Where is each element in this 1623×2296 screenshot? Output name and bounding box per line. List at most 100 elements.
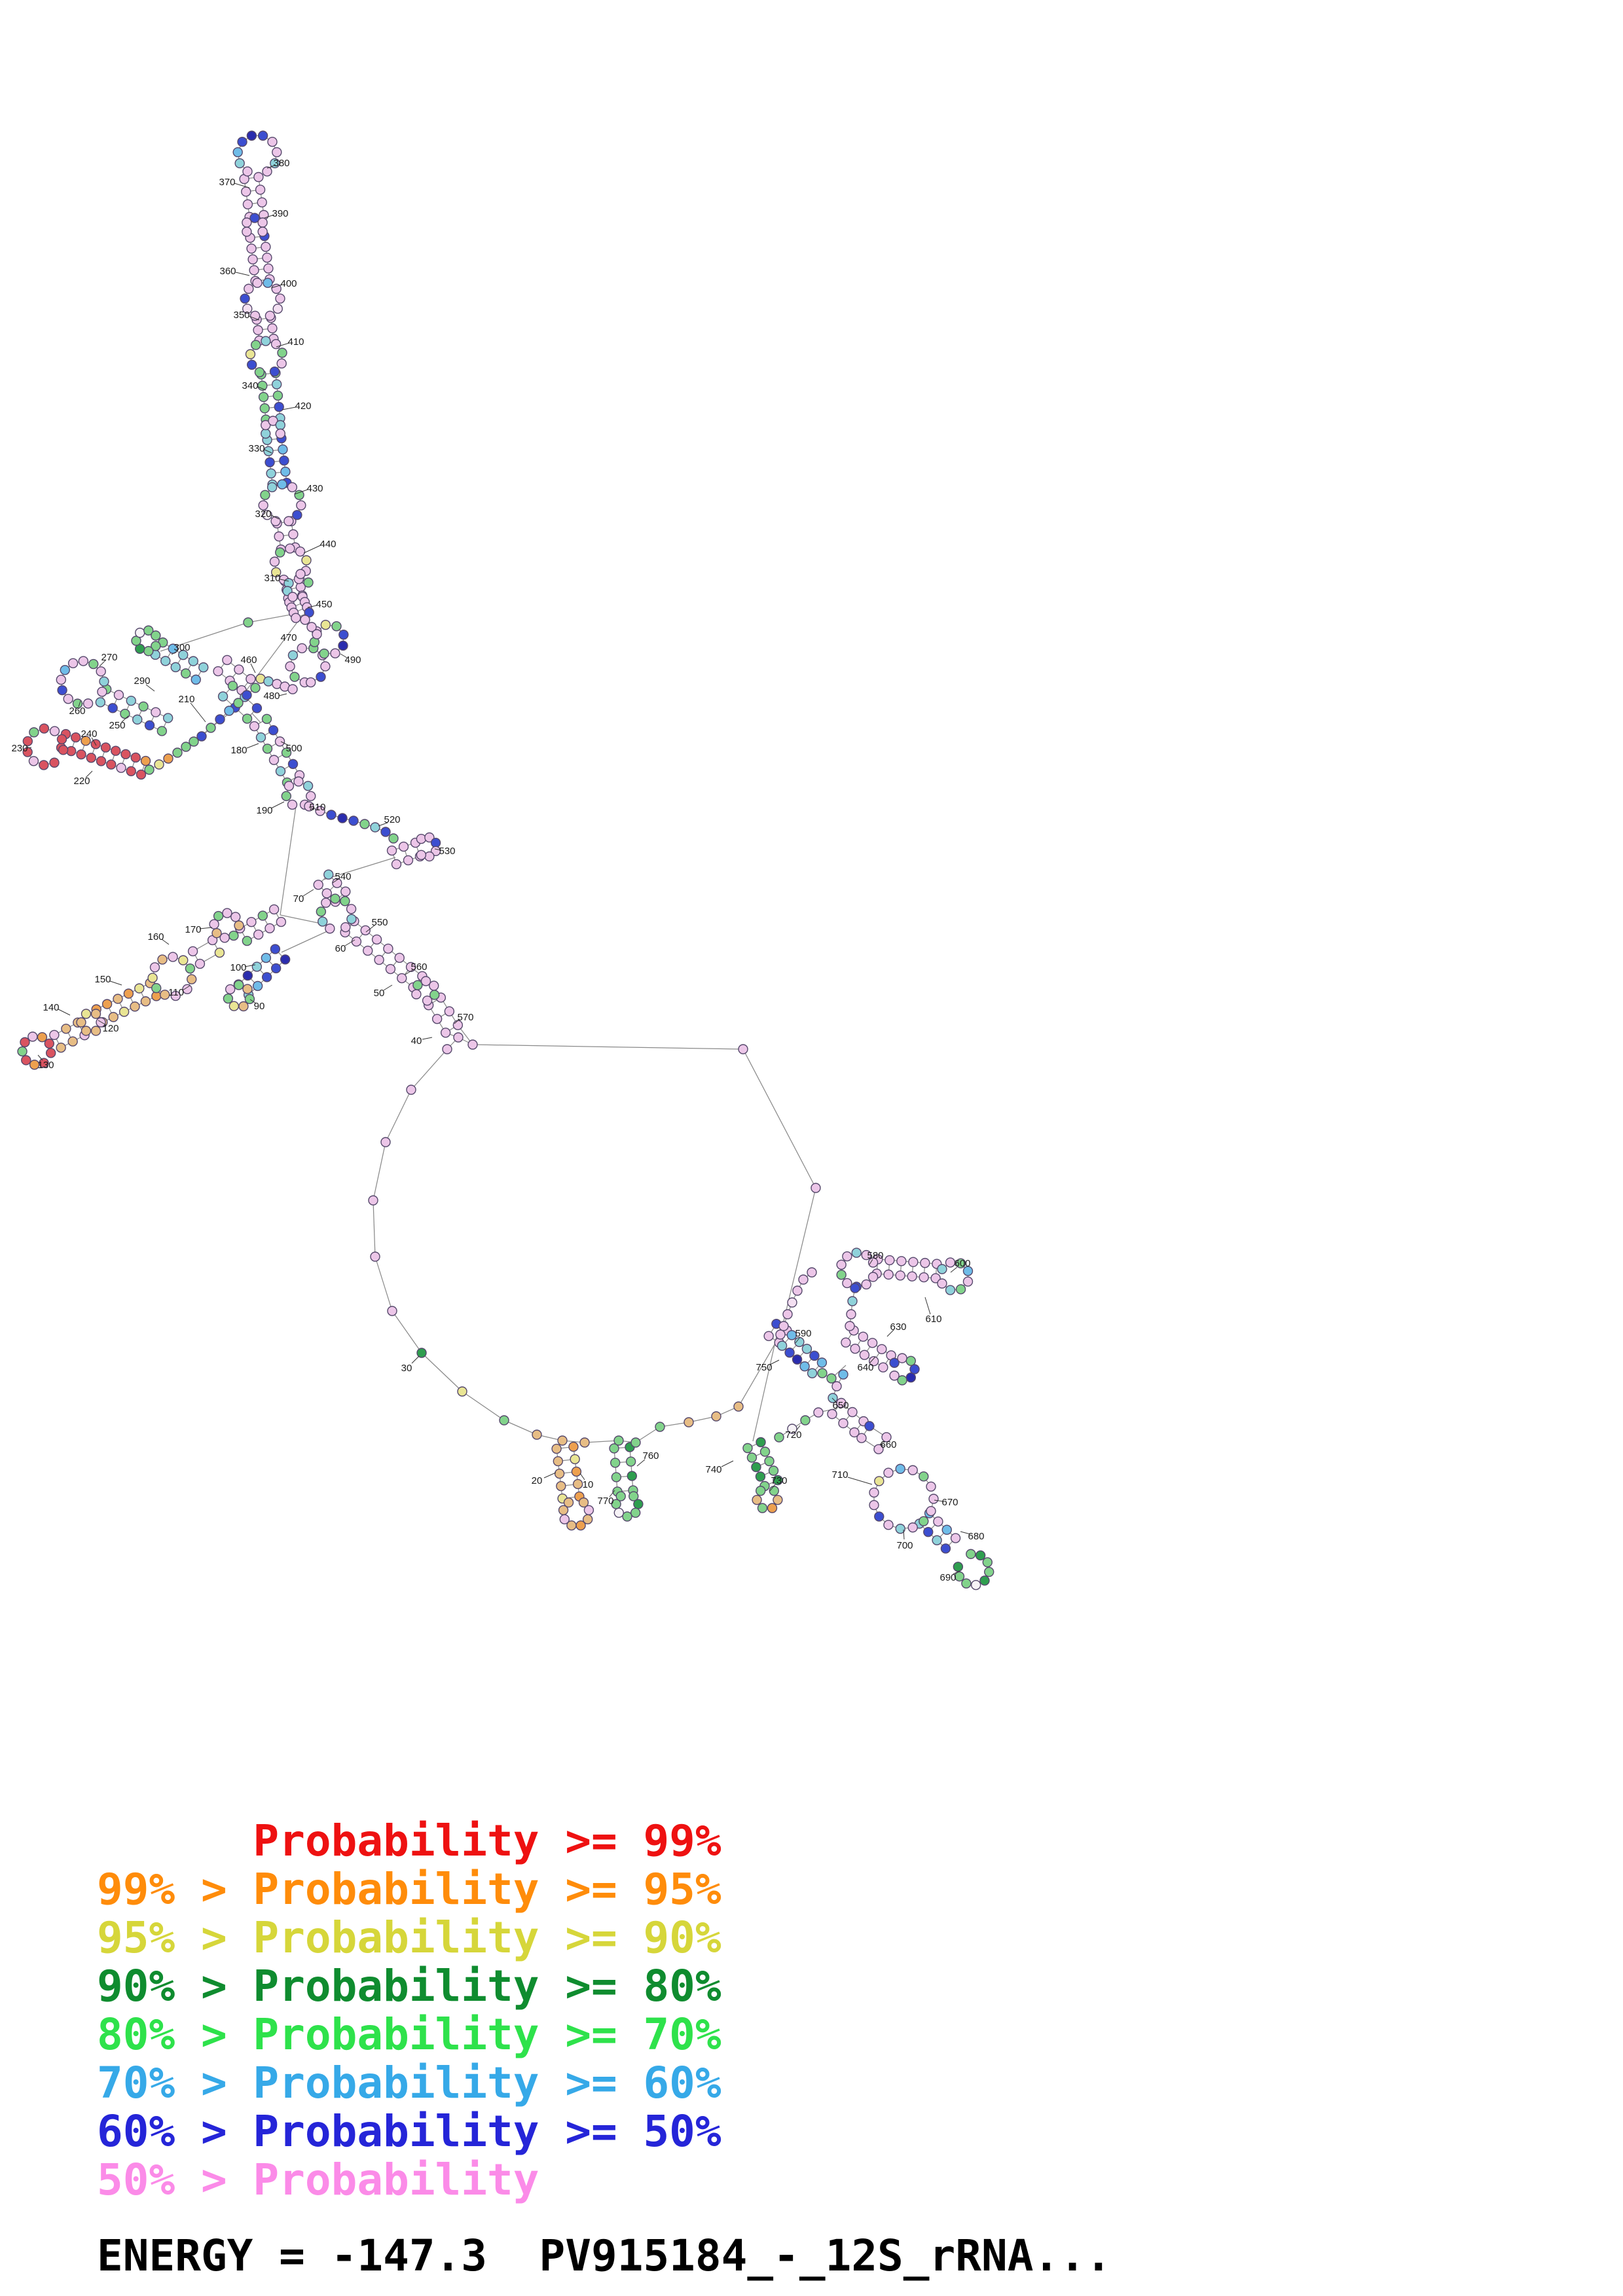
label-leader-line — [721, 1460, 734, 1467]
nucleotide-dot — [156, 726, 168, 736]
nucleotide-dot — [270, 516, 281, 526]
nucleotide-dot — [412, 980, 423, 990]
nucleotide-dot — [320, 661, 331, 672]
nucleotide-dot — [388, 833, 399, 844]
residue-number-label: 770 — [597, 1496, 613, 1507]
nucleotide-dot — [223, 993, 234, 1004]
nucleotide-dot — [847, 1407, 858, 1418]
nucleotide-dot — [262, 510, 272, 520]
backbone-line — [462, 1391, 505, 1421]
nucleotide-dot — [398, 841, 409, 852]
nucleotide-dot — [774, 1432, 784, 1443]
nucleotide-dot — [232, 147, 243, 158]
nucleotide-dot — [850, 1343, 860, 1354]
nucleotide-dot — [151, 630, 161, 641]
nucleotide-dot — [261, 336, 271, 346]
nucleotide-dot — [271, 379, 282, 389]
nucleotide-dot — [71, 732, 81, 743]
nucleotide-dot — [877, 1344, 887, 1355]
nucleotide-dot — [909, 1364, 920, 1374]
nucleotide-dot — [340, 896, 350, 906]
nucleotide-dot — [889, 1357, 900, 1368]
nucleotide-dot — [294, 490, 304, 500]
nucleotide-dot — [135, 643, 145, 654]
label-leader-line — [365, 925, 375, 933]
nucleotide-dot — [769, 1486, 779, 1496]
nucleotide-dot — [907, 1271, 917, 1282]
label-leader-line — [264, 214, 275, 219]
nucleotide-dot — [950, 1533, 961, 1543]
nucleotide-dot — [842, 1251, 852, 1262]
nucleotide-dot — [953, 1562, 964, 1572]
label-leader-line — [280, 741, 289, 746]
label-leader-line — [171, 650, 179, 655]
nucleotide-dot — [742, 1443, 753, 1454]
residue-number-label: 550 — [371, 917, 388, 928]
nucleotide-dot — [764, 1456, 775, 1467]
nucleotide-dot — [613, 1507, 625, 1518]
nucleotide-dot — [86, 753, 96, 763]
nucleotide-dot — [181, 742, 191, 752]
nucleotide-dot — [178, 955, 189, 965]
nucleotide-dot — [849, 1427, 860, 1438]
nucleotide-dot — [101, 999, 113, 1009]
nucleotide-dot — [259, 403, 270, 414]
nucleotide-dot — [191, 674, 201, 685]
residue-number-label: 680 — [968, 1531, 984, 1542]
label-leader-line — [950, 1266, 958, 1273]
nucleotide-dot — [867, 1272, 879, 1282]
backbone-line — [392, 1310, 422, 1354]
nucleotide-dot — [287, 684, 298, 694]
nucleotide-dot — [144, 764, 155, 775]
nucleotide-dot — [568, 1441, 579, 1452]
nucleotide-dot — [807, 1267, 817, 1278]
nucleotide-dot — [178, 649, 189, 660]
nucleotide-dot — [253, 171, 264, 183]
nucleotide-dot — [738, 1044, 748, 1054]
legend-row-2: 99% > Probability >= 95% — [97, 1864, 721, 1914]
nucleotide-dot — [627, 1471, 637, 1481]
nucleotide-dot — [242, 199, 253, 209]
nucleotide-dot — [244, 283, 254, 294]
nucleotide-dot — [919, 1516, 929, 1526]
nucleotide-dot — [321, 888, 332, 899]
nucleotide-dot — [557, 1435, 568, 1446]
label-leader-line — [294, 489, 308, 495]
nucleotide-dot — [559, 1514, 570, 1525]
nucleotide-dot — [838, 1418, 848, 1429]
nucleotide-dot — [213, 666, 223, 677]
nucleotide-dot — [759, 1446, 771, 1457]
nucleotide-dot — [280, 954, 291, 965]
nucleotide-dot — [76, 749, 86, 760]
nucleotide-dot — [733, 1401, 744, 1412]
nucleotide-dot — [975, 1550, 986, 1561]
nucleotide-dot — [261, 972, 272, 982]
nucleotide-dot — [76, 1017, 86, 1028]
nucleotide-dot — [941, 1524, 952, 1535]
nucleotide-dot — [242, 166, 253, 177]
nucleotide-dot — [615, 1491, 626, 1501]
nucleotide-dot — [842, 1278, 852, 1289]
nucleotide-dot — [250, 683, 261, 693]
nucleotide-dot — [170, 990, 181, 1001]
nucleotide-dot — [955, 1258, 966, 1268]
nucleotide-dot — [234, 920, 244, 931]
label-leader-line — [58, 1009, 71, 1016]
nucleotide-dot — [554, 1468, 565, 1479]
nucleotide-dot — [160, 990, 170, 1000]
nucleotide-dot — [411, 989, 422, 999]
backbone-line — [281, 929, 332, 953]
residue-number-label: 320 — [255, 509, 271, 520]
nucleotide-dot — [316, 906, 327, 917]
label-leader-line — [411, 1355, 420, 1364]
nucleotide-dot — [268, 904, 280, 915]
nucleotide-dot — [154, 759, 164, 770]
nucleotide-dot — [157, 954, 168, 965]
nucleotide-dot — [746, 1452, 757, 1463]
nucleotide-dot — [297, 643, 307, 654]
nucleotide-dot — [296, 500, 306, 511]
nucleotide-dot — [225, 984, 236, 995]
backbone-line — [280, 914, 325, 925]
nucleotide-dot — [851, 1247, 862, 1258]
